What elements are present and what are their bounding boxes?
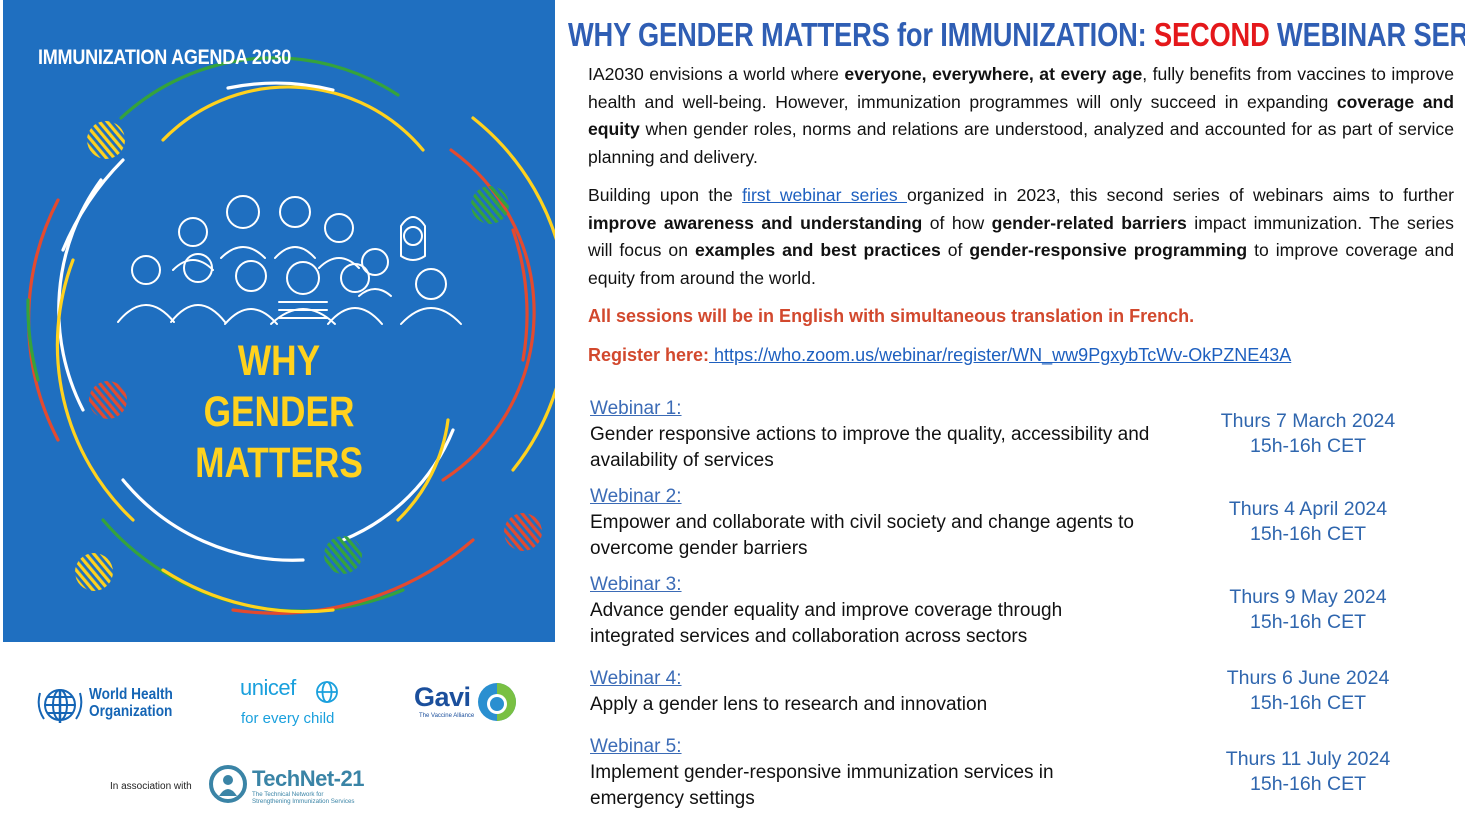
webinar-schedule: Thurs 7 March 2024 15h-16h CET: [1203, 409, 1413, 459]
webinar-schedule: Thurs 9 May 2024 15h-16h CET: [1203, 585, 1413, 635]
webinar-time: 15h-16h CET: [1250, 523, 1366, 545]
technet-tagline-line1: The Technical Network for: [252, 791, 324, 798]
webinar-description: Advance gender equality and improve cove…: [590, 600, 1063, 647]
webinar-item: Webinar 3: Advance gender equality and i…: [590, 572, 1150, 650]
webinar-date: Thurs 11 July 2024: [1225, 748, 1391, 770]
unicef-logo: unicef for every child: [240, 675, 350, 733]
bold-run: gender-responsive programming: [969, 240, 1248, 260]
webinar-date: Thurs 4 April 2024: [1228, 498, 1388, 520]
poster-title-line: WHY: [237, 337, 321, 385]
text-run: when gender roles, norms and relations a…: [588, 119, 1454, 167]
who-name-line2: Organization: [89, 703, 173, 720]
who-logo: World Health Organization: [36, 683, 186, 727]
poster-image: IMMUNIZATION AGENDA 2030 WHY GENDER MATT…: [3, 0, 555, 642]
webinar-description: Empower and collaborate with civil socie…: [590, 512, 1134, 559]
text-run: , fully benefits from vaccines to improv…: [588, 64, 1455, 112]
page-title: WHY GENDER MATTERS for IMMUNIZATION: SEC…: [568, 16, 1465, 54]
text-run: Building upon the: [588, 185, 743, 205]
text-run: organized in 2023, this second series of…: [907, 185, 1454, 205]
bold-run: coverage and equity: [588, 91, 1455, 140]
register-line: Register here: https://who.zoom.us/webin…: [588, 345, 1291, 366]
bold-run: everyone, everywhere, at every age: [844, 64, 1143, 84]
webinar-time: 15h-16h CET: [1250, 611, 1366, 633]
webinar-schedule: Thurs 11 July 2024 15h-16h CET: [1203, 747, 1413, 797]
unicef-name: unicef: [240, 675, 296, 700]
technet-emblem-icon: [209, 765, 247, 803]
text-run: to improve coverage and equity from arou…: [588, 240, 1455, 288]
text-run: of how: [922, 212, 992, 233]
who-name-line1: World Health: [89, 686, 173, 703]
bold-run: examples and best practices: [694, 240, 941, 260]
technet-tagline-line2: Strengthening Immunization Services: [252, 798, 355, 805]
register-link[interactable]: https://who.zoom.us/webinar/register/WN_…: [709, 345, 1292, 365]
title-part2: WEBINAR SERIES: [1276, 16, 1465, 53]
who-emblem-icon: [37, 689, 83, 723]
poster-title-line: GENDER: [203, 388, 355, 436]
text-run: impact immunization. The series will foc…: [588, 212, 1454, 261]
webinar-item: Webinar 2: Empower and collaborate with …: [590, 484, 1150, 562]
title-highlight: SECOND: [1153, 16, 1270, 53]
poster-title: WHY GENDER MATTERS: [176, 336, 383, 489]
webinar-date: Thurs 7 March 2024: [1220, 410, 1396, 432]
agenda-title: IMMUNIZATION AGENDA 2030: [38, 46, 292, 69]
webinar-time: 15h-16h CET: [1250, 435, 1366, 457]
technet-logo: TechNet-21 The Technical Network for Str…: [208, 764, 378, 806]
text-run: IA2030 envisions a world where: [588, 64, 845, 84]
title-part1: WHY GENDER MATTERS for IMMUNIZATION:: [568, 16, 1154, 53]
poster-title-line: MATTERS: [195, 439, 363, 487]
association-label: In association with: [110, 781, 192, 792]
unicef-tagline: for every child: [241, 710, 335, 727]
bold-run: gender-related barriers: [991, 212, 1187, 233]
webinar-schedule: Thurs 6 June 2024 15h-16h CET: [1203, 666, 1413, 716]
technet-tagline: The Technical Network for Strengthening …: [252, 791, 355, 805]
language-note: All sessions will be in English with sim…: [588, 306, 1195, 326]
webinar-item: Webinar 4: Apply a gender lens to resear…: [590, 666, 1150, 718]
webinar-description: Implement gender-responsive immunization…: [590, 762, 1054, 809]
webinar-link[interactable]: Webinar 1:: [590, 398, 682, 419]
first-series-link[interactable]: first webinar series: [742, 185, 907, 205]
text-run: of: [940, 240, 970, 260]
webinar-description: Apply a gender lens to research and inno…: [590, 694, 988, 715]
webinar-item: Webinar 5: Implement gender-responsive i…: [590, 734, 1150, 812]
technet-name: TechNet-21: [252, 766, 364, 791]
gavi-tagline: The Vaccine Alliance: [419, 713, 475, 719]
poster-artwork: [26, 56, 555, 615]
webinar-link[interactable]: Webinar 5:: [590, 736, 682, 757]
webinar-link[interactable]: Webinar 3:: [590, 574, 682, 595]
webinar-schedule: Thurs 4 April 2024 15h-16h CET: [1203, 497, 1413, 547]
webinar-time: 15h-16h CET: [1250, 773, 1366, 795]
register-label: Register here:: [588, 345, 710, 365]
webinar-date: Thurs 6 June 2024: [1226, 667, 1390, 689]
webinar-time: 15h-16h CET: [1250, 692, 1366, 714]
series-paragraph: Building upon the first webinar series o…: [588, 182, 1454, 292]
webinar-item: Webinar 1: Gender responsive actions to …: [590, 396, 1150, 474]
bold-run: improve awareness and understanding: [588, 212, 923, 233]
webinar-date: Thurs 9 May 2024: [1229, 586, 1387, 608]
webinar-link[interactable]: Webinar 4:: [590, 668, 682, 689]
intro-paragraph: IA2030 envisions a world where everyone,…: [588, 61, 1454, 171]
gavi-name: Gavi: [414, 682, 471, 712]
unicef-emblem-icon: [316, 681, 338, 703]
gavi-emblem-icon: [478, 683, 516, 721]
webinar-link[interactable]: Webinar 2:: [590, 486, 682, 507]
gavi-logo: Gavi The Vaccine Alliance: [412, 680, 520, 726]
webinar-description: Gender responsive actions to improve the…: [590, 424, 1150, 471]
